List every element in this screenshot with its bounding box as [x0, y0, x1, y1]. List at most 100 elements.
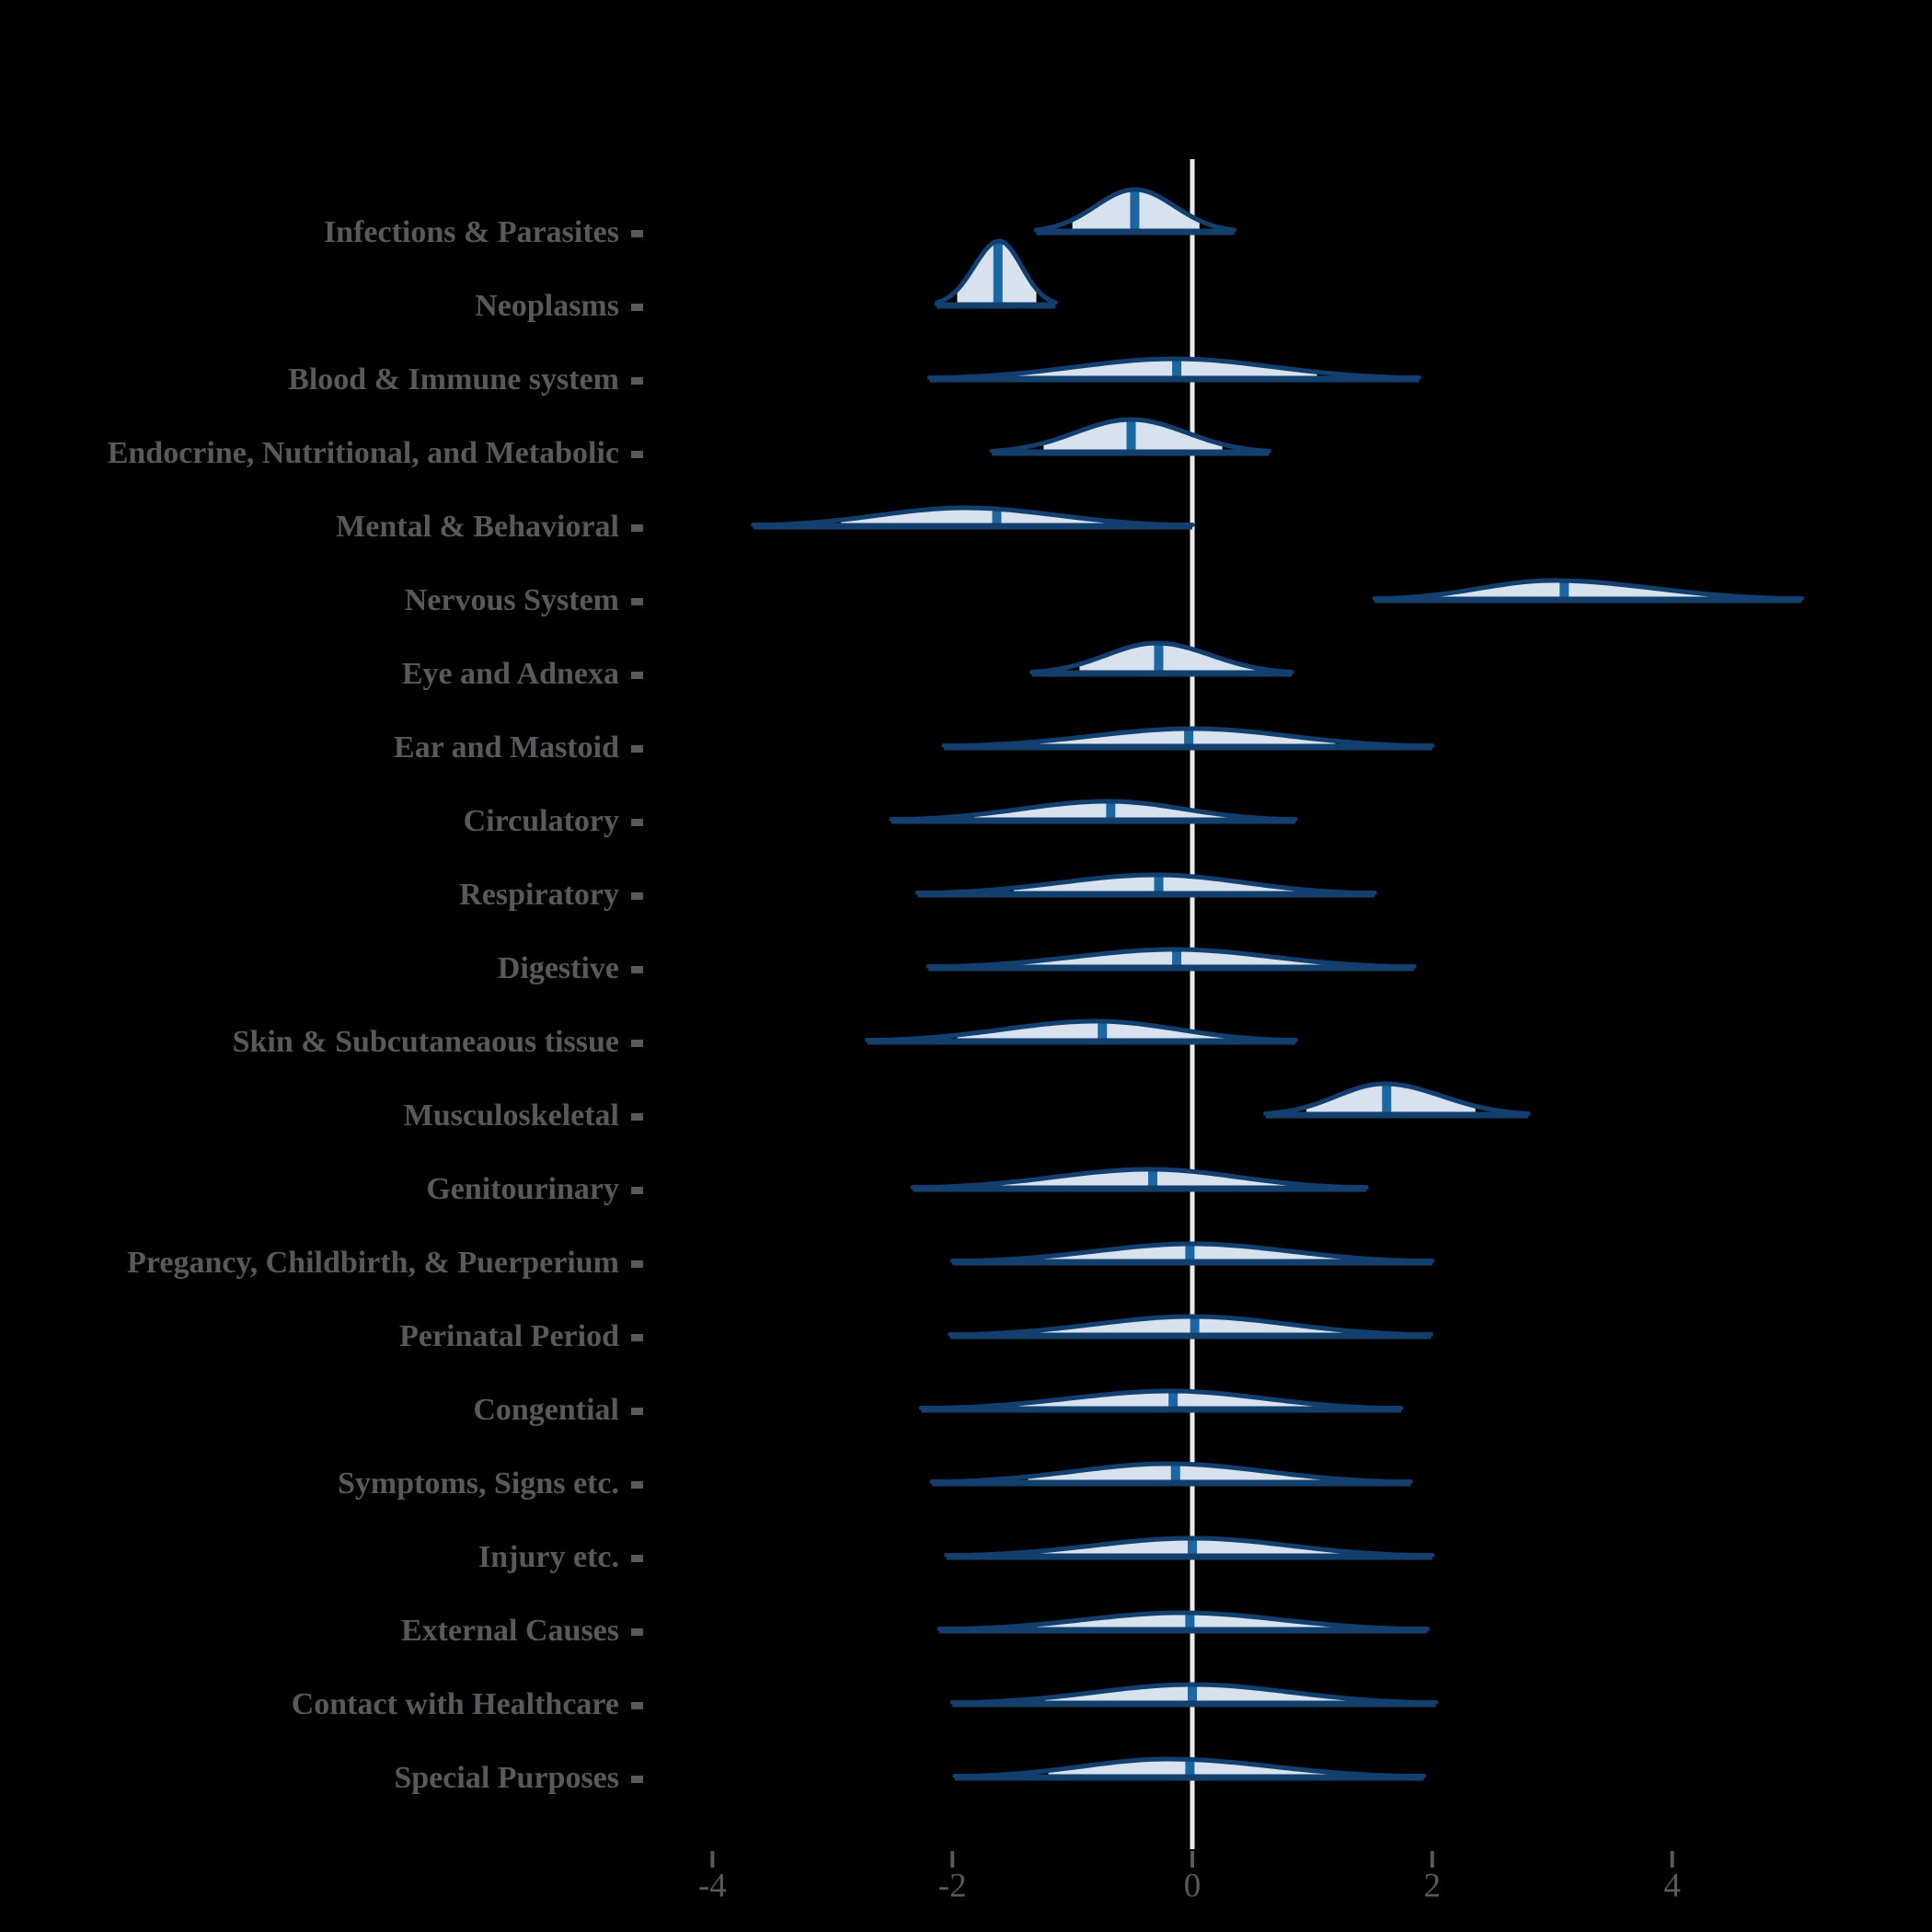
category-tick-mark — [631, 1776, 643, 1783]
density-outline — [914, 872, 1377, 895]
category-tick-mark — [631, 598, 643, 605]
category-tick-mark — [631, 377, 643, 385]
category-label: Nervous System — [405, 583, 619, 617]
violin-endocrine-nutritional-and-metabolic — [989, 417, 1271, 456]
density-outline — [944, 1535, 1435, 1558]
density-outline — [1034, 187, 1237, 233]
x-tick-mark — [710, 1851, 715, 1868]
category-label: Circulatory — [464, 804, 619, 838]
category-tick-mark — [631, 1628, 643, 1636]
density-outline — [941, 726, 1435, 748]
category-tick-mark — [631, 745, 643, 753]
density-fill — [957, 1021, 1230, 1041]
category-tick-mark — [631, 1481, 643, 1489]
category-label: Pregancy, Childbirth, & Puerperium — [127, 1246, 619, 1280]
violin-contact-with-healthcare — [949, 1682, 1439, 1708]
category-label: Special Purposes — [394, 1761, 619, 1795]
category-label: Contact with Healthcare — [292, 1687, 619, 1721]
violin-genitourinary — [910, 1167, 1369, 1192]
violin-ear-and-mastoid — [941, 726, 1435, 751]
category-tick-mark — [631, 230, 643, 237]
category-tick-mark — [631, 966, 643, 973]
density-fill — [1000, 1169, 1293, 1189]
category-label: Congential — [473, 1393, 619, 1427]
category-label: Musculoskeletal — [404, 1098, 619, 1133]
violin-special-purposes — [952, 1756, 1427, 1781]
category-label: Perinatal Period — [399, 1319, 619, 1353]
category-tick-mark — [631, 1702, 643, 1709]
density-outline — [952, 1756, 1427, 1778]
category-label: Neoplasms — [475, 289, 619, 323]
violin-injury-etc — [944, 1535, 1435, 1560]
violin-symptoms-signs-etc — [929, 1461, 1413, 1487]
density-outline — [926, 947, 1417, 969]
violin-musculoskeletal — [1263, 1081, 1531, 1119]
category-tick-mark — [631, 1555, 643, 1562]
category-label: Injury etc. — [478, 1540, 619, 1574]
density-outline — [949, 1241, 1435, 1263]
violin-neoplasms — [934, 238, 1058, 309]
violin-skin-subcutaneaous-tissue — [865, 1018, 1298, 1045]
violin-circulatory — [889, 799, 1298, 824]
violin-mental-behavioral — [751, 505, 1195, 530]
violin-perinatal-period — [948, 1314, 1433, 1340]
category-tick-mark — [631, 304, 643, 311]
category-tick-mark — [631, 1113, 643, 1121]
category-label: Skin & Subcutaneaous tissue — [233, 1025, 619, 1059]
category-tick-mark — [631, 451, 643, 458]
category-label: Eye and Adnexa — [402, 657, 619, 691]
violin-nervous-system — [1372, 578, 1804, 604]
violin-eye-and-adnexa — [1029, 640, 1294, 677]
x-tick-label: -4 — [698, 1867, 727, 1904]
density-outline — [949, 1682, 1439, 1705]
category-tick-mark — [631, 819, 643, 826]
violin-congential — [918, 1388, 1404, 1413]
x-tick-label: 2 — [1424, 1867, 1442, 1904]
category-tick-mark — [631, 1260, 643, 1268]
density-outline — [1029, 640, 1294, 674]
x-tick-mark — [950, 1851, 955, 1868]
density-outline — [926, 356, 1421, 380]
density-outline — [937, 1610, 1431, 1631]
x-tick-mark — [1430, 1851, 1434, 1868]
category-tick-mark — [631, 1334, 643, 1341]
density-outline — [910, 1167, 1369, 1190]
category-label: Respiratory — [459, 878, 619, 912]
violin-respiratory — [914, 872, 1377, 898]
density-outline — [989, 417, 1271, 454]
category-tick-mark — [631, 672, 643, 679]
x-tick-label: -2 — [938, 1867, 967, 1904]
density-fill — [973, 801, 1235, 821]
category-label: Infections & Parasites — [324, 215, 619, 249]
category-tick-mark — [631, 1187, 643, 1194]
category-label: External Causes — [401, 1614, 619, 1648]
category-label: Ear and Mastoid — [394, 730, 619, 765]
violin-external-causes — [937, 1610, 1431, 1634]
density-outline — [1372, 578, 1804, 601]
category-label: Mental & Behavioral — [336, 510, 619, 544]
category-label: Blood & Immune system — [288, 362, 619, 397]
density-outline — [865, 1018, 1298, 1042]
category-label: Symptoms, Signs etc. — [338, 1466, 619, 1501]
violin-pregancy-childbirth-puerperium — [949, 1241, 1435, 1266]
density-outline — [934, 238, 1058, 306]
density-outline — [929, 1461, 1413, 1484]
category-label: Genitourinary — [426, 1172, 619, 1206]
density-outline — [889, 799, 1298, 822]
x-tick-label: 4 — [1663, 1867, 1681, 1904]
category-tick-mark — [631, 524, 643, 532]
category-tick-mark — [631, 1040, 643, 1047]
density-outline — [918, 1388, 1404, 1410]
violin-infections-parasites — [1034, 187, 1237, 236]
category-tick-mark — [631, 1408, 643, 1415]
density-outline — [1263, 1081, 1531, 1116]
x-tick-label: 0 — [1184, 1867, 1202, 1904]
x-tick-mark — [1190, 1851, 1194, 1868]
category-label: Digestive — [498, 951, 619, 985]
violin-digestive — [926, 947, 1417, 972]
density-outline — [751, 505, 1195, 527]
density-outline — [948, 1314, 1433, 1337]
category-tick-mark — [631, 892, 643, 900]
